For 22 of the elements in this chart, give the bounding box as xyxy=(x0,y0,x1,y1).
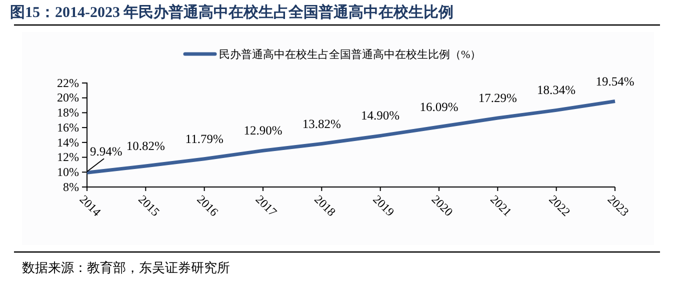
data-label: 12.90% xyxy=(244,124,282,138)
y-tick-label: 20% xyxy=(57,90,79,105)
data-label: 16.09% xyxy=(420,100,458,114)
data-label: 13.82% xyxy=(302,116,341,131)
source-note: 数据来源：教育部，东吴证券研究所 xyxy=(22,260,230,275)
y-tick-label: 14% xyxy=(57,135,79,150)
data-label: 9.94% xyxy=(90,144,122,159)
data-label: 18.34% xyxy=(537,83,576,98)
data-label: 17.29% xyxy=(478,90,517,105)
data-label: 19.54% xyxy=(596,74,634,88)
data-label: 11.79% xyxy=(185,132,224,146)
y-tick-label: 16% xyxy=(57,120,79,134)
data-label: 14.90% xyxy=(361,108,400,123)
legend-label: 民办普通高中在校生占全国普通高中在校生比例（%） xyxy=(219,48,482,61)
y-tick-label: 8% xyxy=(63,180,79,194)
x-tick-label: 2017 xyxy=(252,192,280,220)
y-tick-label: 18% xyxy=(57,106,79,120)
y-tick-label: 22% xyxy=(57,76,79,90)
chart-title: 图15：2014-2023 年民办普通高中在校生占全国普通高中在校生比例 xyxy=(10,3,454,21)
data-label: 10.82% xyxy=(126,139,165,154)
y-tick-label: 10% xyxy=(57,164,79,179)
y-tick-label: 12% xyxy=(57,150,79,164)
